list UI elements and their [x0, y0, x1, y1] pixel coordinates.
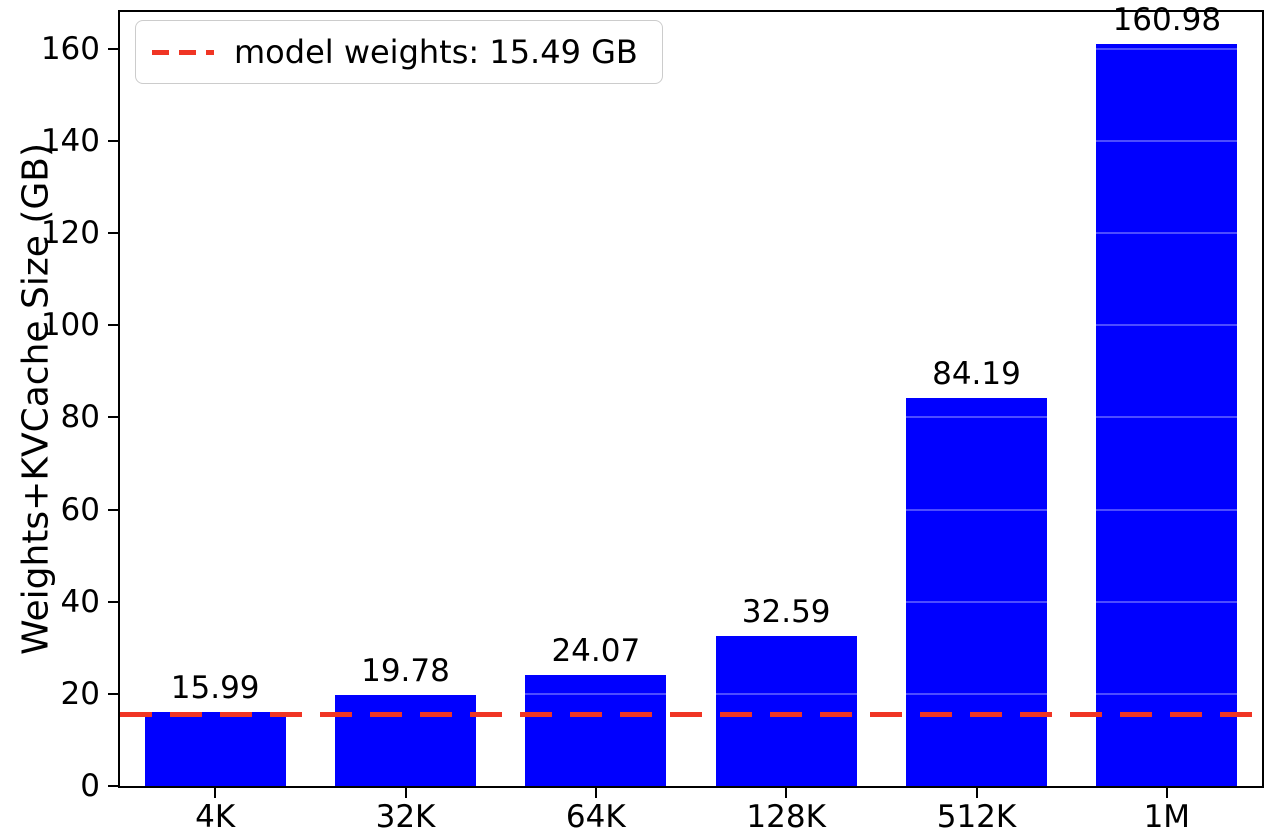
y-tick-label: 160 [40, 30, 100, 67]
dashed-line-icon [152, 49, 214, 55]
y-tick-label: 40 [60, 583, 100, 620]
x-tick-label: 32K [375, 799, 436, 835]
x-tick-mark [785, 788, 788, 798]
bar [1096, 44, 1238, 786]
y-tick-mark [108, 785, 118, 787]
y-tick-mark [108, 692, 118, 695]
y-tick-label: 20 [60, 675, 100, 712]
y-tick-mark [108, 416, 118, 419]
x-tick-mark [594, 788, 597, 798]
bar-value-label: 32.59 [741, 593, 831, 630]
x-tick-label: 1M [1143, 799, 1191, 835]
x-tick-label: 512K [936, 799, 1017, 835]
bar [715, 635, 857, 786]
y-tick-mark [108, 324, 118, 327]
bar [144, 712, 286, 786]
bar [525, 675, 667, 786]
gridline [120, 600, 1262, 603]
y-tick-label: 60 [60, 491, 100, 528]
y-tick-label: 0 [80, 768, 100, 804]
y-tick-label: 100 [40, 307, 100, 344]
x-tick-mark [404, 788, 407, 798]
bar-value-label: 15.99 [170, 670, 260, 707]
y-tick-mark [108, 508, 118, 511]
bar [906, 398, 1047, 786]
gridline [120, 692, 1262, 695]
x-tick-mark [975, 788, 978, 798]
model-weights-line [120, 712, 1262, 718]
y-tick-mark [108, 140, 118, 142]
bar-value-label: 84.19 [932, 356, 1021, 393]
bar [335, 694, 476, 786]
y-tick-label: 80 [60, 399, 100, 436]
y-tick-mark [108, 600, 118, 603]
legend: model weights: 15.49 GB [135, 20, 663, 84]
y-tick-mark [108, 47, 118, 50]
gridline [120, 324, 1262, 327]
y-tick-mark [108, 232, 118, 235]
x-tick-label: 64K [565, 799, 626, 835]
x-tick-mark [214, 788, 217, 798]
gridline [120, 232, 1262, 235]
y-tick-label: 120 [40, 215, 100, 252]
plot-area: model weights: 15.49 GB 0 20 40 60 80 100 120 1… [41, 2, 1264, 835]
x-tick-label: 4K [195, 799, 236, 835]
bar-value-label: 19.78 [361, 652, 450, 689]
gridline [120, 47, 1262, 50]
legend-label: model weights: 15.49 GB [234, 33, 638, 71]
x-tick-mark [1165, 788, 1168, 798]
y-tick-label: 140 [40, 123, 100, 159]
bar-value-label: 24.07 [551, 633, 641, 670]
bar-value-label: 160.98 [1112, 2, 1222, 39]
x-tick-label: 128K [746, 799, 826, 835]
gridline [120, 508, 1262, 511]
gridline [120, 140, 1262, 142]
gridline [120, 416, 1262, 419]
y-axis-label: Weights+KVCache Size (GB) [15, 143, 57, 655]
